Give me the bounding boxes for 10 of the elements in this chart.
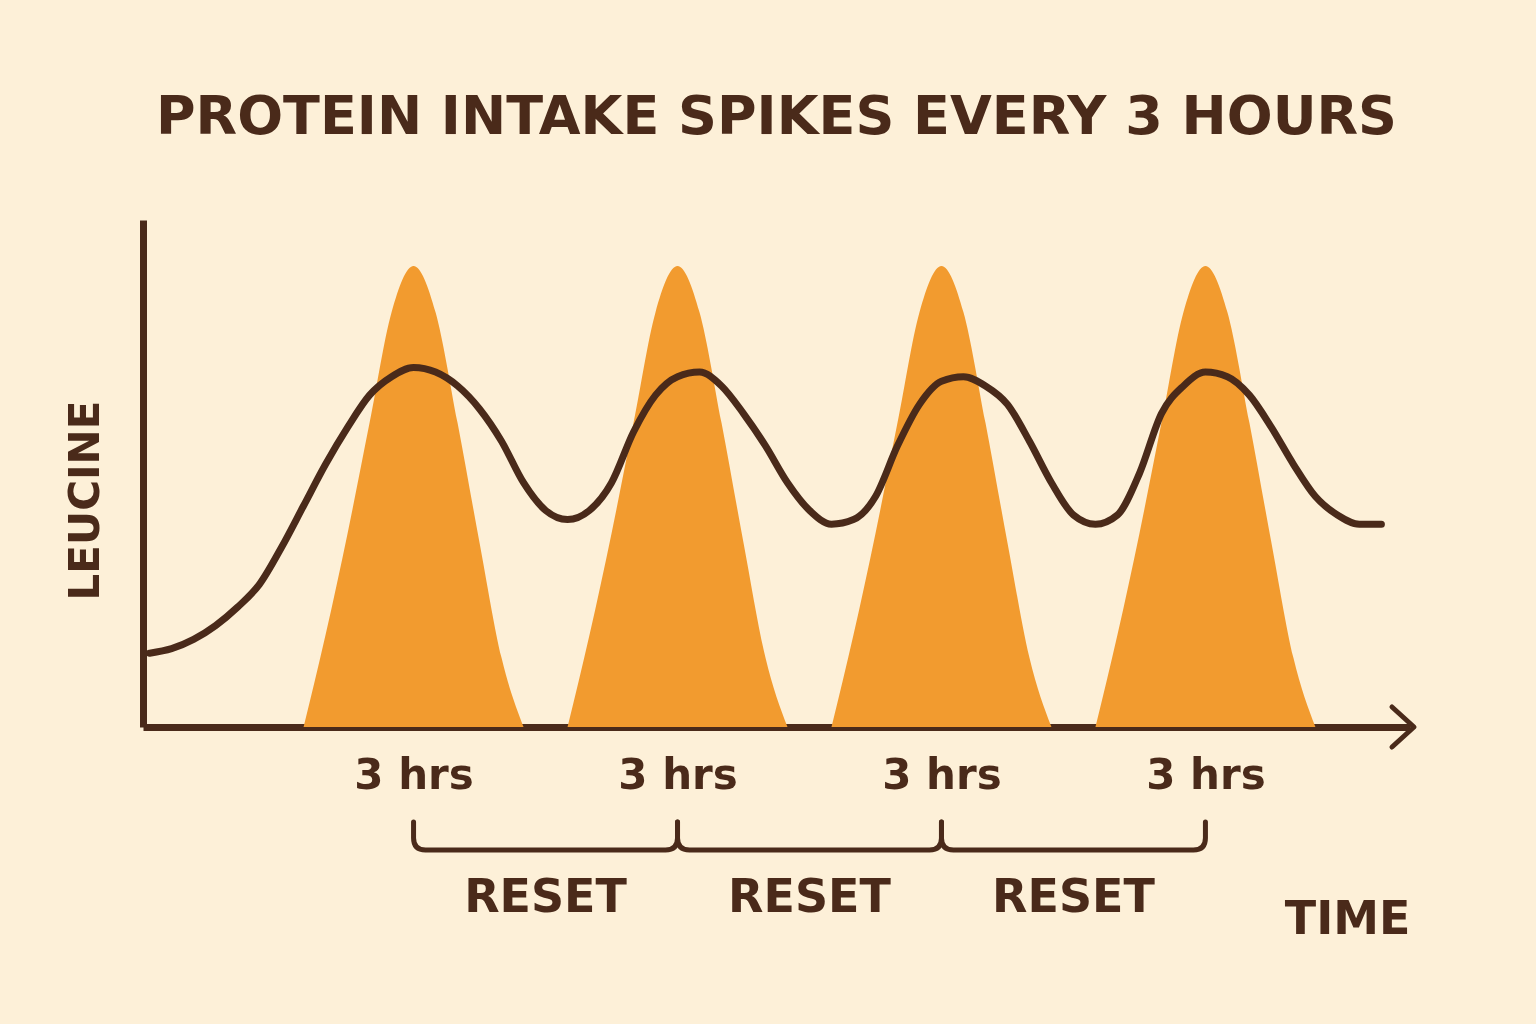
chart-title: PROTEIN INTAKE SPIKES EVERY 3 HOURS <box>156 84 1397 147</box>
x-tick-label: 3 hrs <box>618 749 738 799</box>
text: RESET <box>992 869 1156 923</box>
y-axis-title: LEUCINE <box>59 400 109 601</box>
text: RESET <box>728 869 892 923</box>
x-tick-label: 3 hrs <box>1146 749 1266 799</box>
x-tick-label: 3 hrs <box>354 749 474 799</box>
text: RESET <box>464 869 628 923</box>
x-axis-title: TIME <box>1284 890 1411 945</box>
x-tick-label: 3 hrs <box>882 749 1002 799</box>
